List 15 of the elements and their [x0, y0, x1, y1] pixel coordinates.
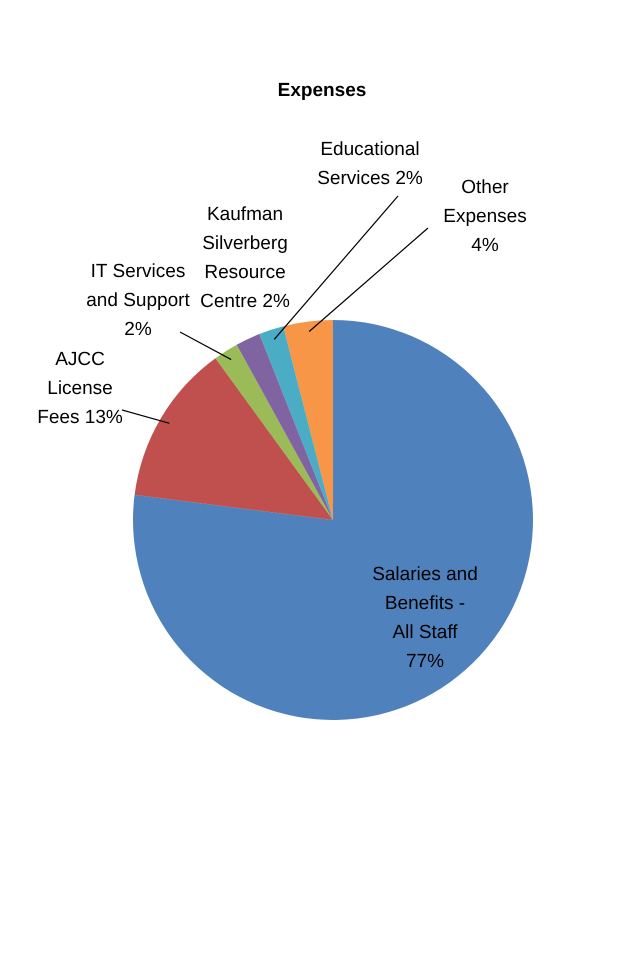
slice-label: Other Expenses	[443, 177, 527, 227]
data-label: 77%	[406, 651, 444, 672]
pie-slice	[134, 358, 333, 520]
slice-label: Educational Services 2%	[317, 139, 423, 189]
data-label: 4%	[471, 235, 499, 256]
chart-title: Expenses	[278, 80, 366, 101]
pie-slice	[236, 334, 333, 520]
slice-label: AJCC License Fees 13%	[37, 349, 123, 428]
pie-slice	[283, 320, 333, 520]
slice-label: IT Services and Support	[86, 261, 190, 311]
slice-label: Salaries and Benefits - All Staff	[372, 564, 478, 643]
pie-slice	[215, 344, 333, 520]
data-label: 2%	[124, 319, 152, 340]
slice-label: Kaufman Silverberg Resource Centre 2%	[200, 204, 290, 312]
pie-slice	[259, 326, 333, 520]
